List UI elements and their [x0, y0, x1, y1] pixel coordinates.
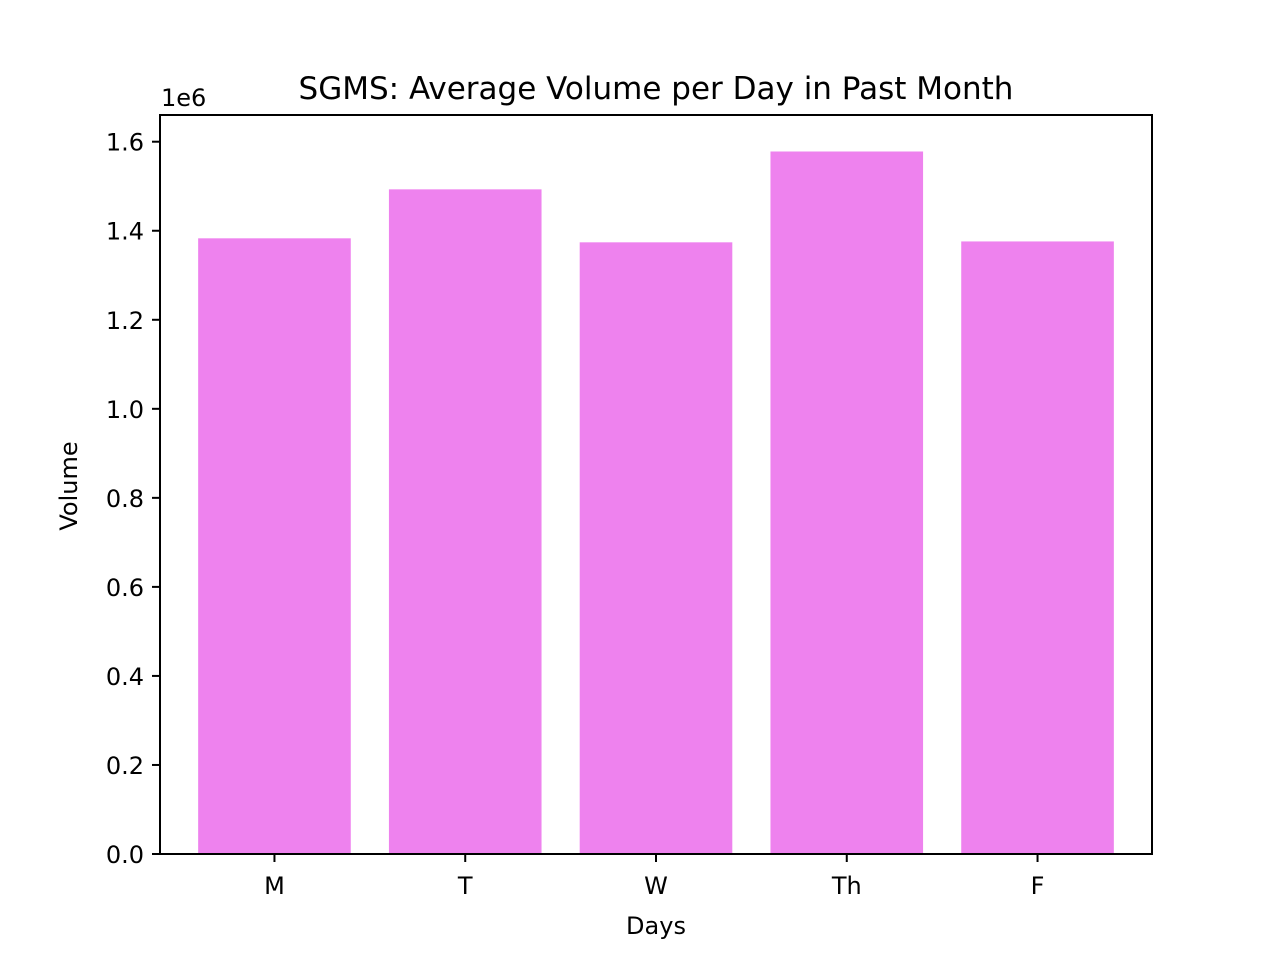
y-tick-label: 1.6 — [106, 129, 144, 157]
y-offset-label: 1e6 — [161, 84, 206, 112]
y-tick-label: 0.6 — [106, 574, 144, 602]
y-tick-label: 1.0 — [106, 396, 144, 424]
bar-th — [770, 151, 924, 854]
bar-m — [198, 238, 351, 854]
y-tick-label: 0.4 — [106, 663, 144, 691]
bar-w — [579, 242, 733, 855]
bar-t — [388, 189, 542, 854]
x-tick-label: M — [264, 872, 285, 900]
plot-area-frame — [159, 114, 1153, 855]
chart-title: SGMS: Average Volume per Day in Past Mon… — [299, 71, 1014, 107]
bar-f — [961, 241, 1114, 854]
y-tick-label: 1.4 — [106, 218, 144, 246]
x-tick-label: W — [644, 872, 668, 900]
y-axis-label: Volume — [55, 441, 83, 530]
ticks-layer: M T W Th F 0.0 0.2 0.4 0.6 0.8 1.0 1.2 1.4 1.6 — [106, 129, 1045, 900]
x-axis-label: Days — [626, 912, 686, 940]
x-tick-label: F — [1031, 872, 1045, 900]
bars-layer — [198, 151, 1114, 855]
x-tick-label: T — [457, 872, 473, 900]
y-tick-label: 0.8 — [106, 485, 144, 513]
y-tick-label: 0.0 — [106, 841, 144, 869]
y-tick-label: 0.2 — [106, 752, 144, 780]
y-tick-label: 1.2 — [106, 307, 144, 335]
x-tick-label: Th — [831, 872, 862, 900]
